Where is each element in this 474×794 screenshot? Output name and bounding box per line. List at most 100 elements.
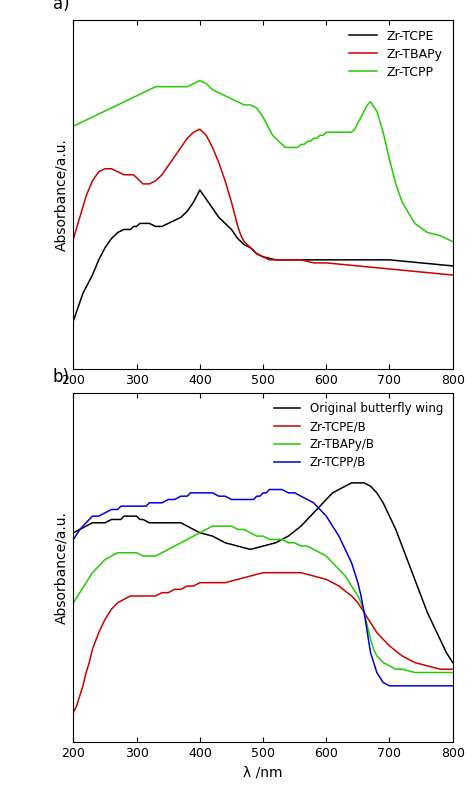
Zr-TBAPy [311, 258, 317, 268]
Line: Zr-TCPP/B: Zr-TCPP/B [73, 490, 453, 686]
Zr-TBAPy [124, 170, 130, 179]
Zr-TBAPy [140, 179, 146, 189]
Line: Zr-TCPP: Zr-TCPP [73, 81, 453, 241]
Zr-TCPE/B [153, 592, 158, 601]
Zr-TCPE [178, 213, 184, 222]
Y-axis label: Absorbance/a.u.: Absorbance/a.u. [54, 138, 68, 251]
Original butterfly wing [134, 511, 139, 521]
Zr-TCPE [115, 228, 120, 237]
Zr-TCPE/B [285, 568, 291, 577]
Zr-TCPE/B [349, 592, 355, 601]
Zr-TCPE [165, 218, 171, 228]
Original butterfly wing [330, 488, 336, 498]
Zr-TCPE [387, 255, 392, 264]
Zr-TCPE [153, 222, 158, 231]
Zr-TCPE [298, 255, 304, 264]
Zr-TBAPy [266, 255, 272, 264]
Zr-TBAPy/B [178, 538, 184, 548]
Zr-TCPE/B [368, 618, 374, 627]
Zr-TCPE/B [425, 661, 430, 671]
Legend: Zr-TCPE, Zr-TBAPy, Zr-TCPP: Zr-TCPE, Zr-TBAPy, Zr-TCPP [346, 26, 447, 83]
Zr-TCPE/B [197, 578, 203, 588]
Zr-TCPE [159, 222, 165, 231]
Line: Zr-TCPE: Zr-TCPE [73, 190, 453, 321]
Text: b): b) [53, 368, 70, 386]
Zr-TBAPy [71, 233, 76, 243]
Zr-TCPE/B [323, 575, 329, 584]
Zr-TCPE/B [247, 571, 253, 580]
Zr-TCPE [222, 218, 228, 228]
Zr-TBAPy/B [450, 668, 456, 677]
Zr-TCPE [121, 225, 127, 234]
Zr-TCPE [146, 218, 152, 228]
Zr-TCPE/B [361, 608, 367, 618]
Zr-TCPE/B [80, 681, 86, 691]
Zr-TBAPy [418, 268, 424, 277]
Zr-TBAPy [247, 243, 253, 252]
Zr-TCPE/B [71, 707, 76, 717]
Zr-TBAPy [191, 128, 196, 137]
Zr-TCPE [418, 258, 424, 268]
Zr-TCPE/B [222, 578, 228, 588]
Zr-TCPP/B [203, 488, 209, 498]
Zr-TBAPy [232, 210, 237, 219]
Zr-TBAPy/B [210, 522, 215, 531]
Zr-TCPE [450, 261, 456, 271]
Zr-TCPE/B [399, 651, 405, 661]
Zr-TCPE [323, 255, 329, 264]
Zr-TCPE/B [86, 657, 92, 667]
Zr-TCPE [140, 218, 146, 228]
Zr-TCPE [80, 288, 86, 298]
Zr-TCPE/B [235, 575, 241, 584]
Line: Original butterfly wing: Original butterfly wing [73, 483, 453, 662]
Zr-TBAPy [178, 143, 184, 152]
Zr-TCPE/B [74, 701, 80, 711]
Zr-TCPE/B [184, 581, 190, 591]
Zr-TCPE/B [90, 645, 95, 654]
Zr-TBAPy [115, 167, 120, 176]
Zr-TCPE/B [165, 588, 171, 597]
Zr-TBAPy [184, 133, 190, 143]
X-axis label: λ /nm: λ /nm [243, 765, 283, 780]
Zr-TCPE [197, 185, 203, 195]
Zr-TCPP [298, 140, 304, 149]
Zr-TCPE [109, 233, 114, 243]
Zr-TBAPy [298, 255, 304, 264]
Zr-TCPE [285, 255, 291, 264]
Text: a): a) [53, 0, 70, 13]
Zr-TCPP/B [450, 681, 456, 691]
Zr-TCPE [216, 213, 222, 222]
Zr-TCPP [172, 82, 177, 91]
Original butterfly wing [437, 634, 443, 644]
Zr-TCPE/B [102, 615, 108, 624]
Zr-TCPP [165, 82, 171, 91]
Zr-TCPE [311, 255, 317, 264]
Zr-TCPE [131, 222, 137, 231]
Zr-TBAPy [254, 249, 260, 259]
Zr-TCPP/B [90, 511, 95, 521]
Zr-TBAPy [260, 252, 266, 261]
Zr-TCPE [90, 270, 95, 279]
Zr-TCPP/B [266, 485, 272, 495]
Zr-TCPE [128, 225, 133, 234]
Zr-TBAPy/B [197, 528, 203, 538]
Zr-TBAPy [121, 170, 127, 179]
Zr-TCPE [96, 255, 101, 264]
Zr-TBAPy [102, 164, 108, 173]
Zr-TBAPy [323, 258, 329, 268]
Zr-TBAPy [273, 255, 279, 264]
Zr-TCPE/B [115, 598, 120, 607]
Zr-TCPE/B [210, 578, 215, 588]
Zr-TCPE [260, 252, 266, 261]
Zr-TCPP/B [178, 491, 184, 501]
Zr-TCPP [71, 121, 76, 131]
Zr-TCPE/B [437, 665, 443, 674]
Zr-TBAPy [216, 158, 222, 168]
Zr-TCPE/B [273, 568, 279, 577]
Y-axis label: Absorbance/a.u.: Absorbance/a.u. [54, 511, 68, 624]
Original butterfly wing [131, 511, 137, 521]
Zr-TCPE/B [128, 592, 133, 601]
Original butterfly wing [349, 478, 355, 488]
Zr-TCPE [184, 206, 190, 216]
Original butterfly wing [399, 542, 405, 551]
